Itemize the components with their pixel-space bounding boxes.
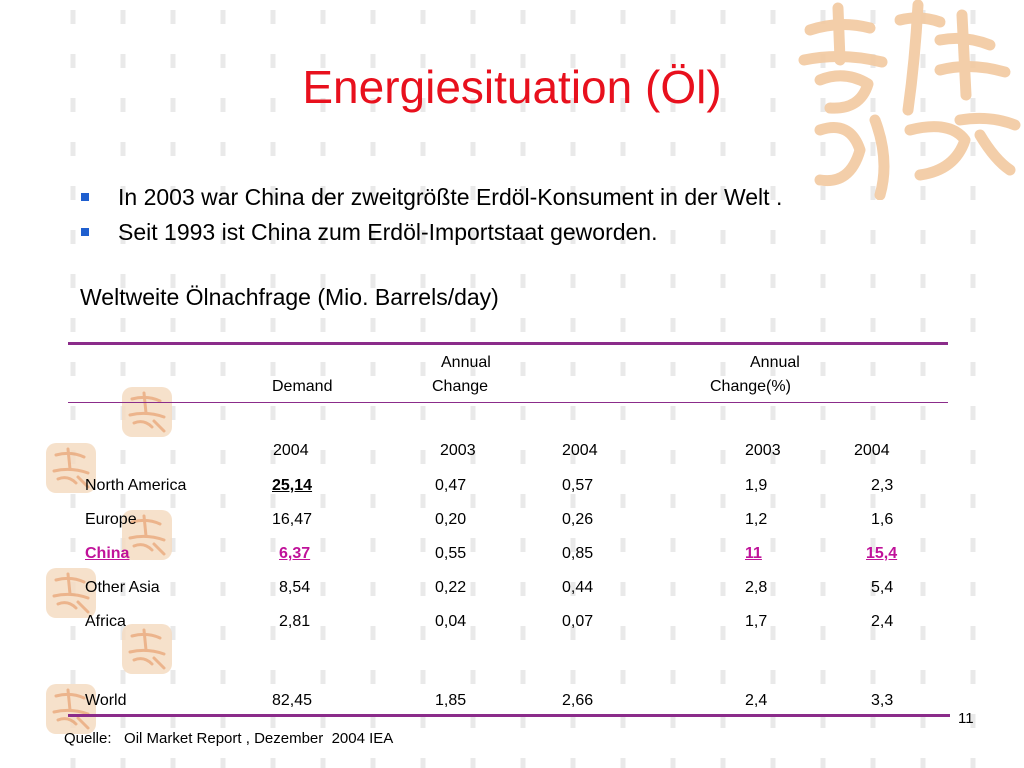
slide-title: Energiesituation (Öl) [302, 61, 722, 113]
change-2004-cell: 0,44 [562, 579, 594, 596]
year-demand: 2004 [273, 442, 309, 459]
year-pct-2003: 2003 [745, 442, 781, 459]
page-number: 11 [958, 710, 974, 727]
pct-2003-cell: 2,4 [745, 692, 768, 709]
pct-2003-cell: 1,2 [745, 511, 768, 528]
header-annual-change-pct-line1: Annual [750, 354, 800, 371]
year-change-2003: 2003 [440, 442, 476, 459]
bullet-text: In 2003 war China der zweitgrößte Erdöl-… [118, 184, 783, 210]
demand-cell: 82,45 [272, 692, 313, 709]
change-2004-cell: 0,85 [562, 545, 594, 562]
change-2003-cell: 0,47 [435, 477, 467, 494]
change-2003-cell: 0,20 [435, 511, 467, 528]
change-2003-cell: 1,85 [435, 692, 467, 709]
change-2003-cell: 0,22 [435, 579, 467, 596]
change-2004-cell: 0,26 [562, 511, 594, 528]
seal-decoration-icon [46, 443, 96, 493]
region-cell: World [85, 692, 127, 709]
pct-2003-cell: 1,7 [745, 613, 768, 630]
year-change-2004: 2004 [562, 442, 598, 459]
demand-cell: 8,54 [279, 579, 311, 596]
header-annual-change-line2: Change [432, 378, 489, 395]
square-bullet-icon [81, 193, 89, 201]
year-pct-2004: 2004 [854, 442, 890, 459]
bullet-item: In 2003 war China der zweitgrößte Erdöl-… [78, 180, 782, 215]
seal-decoration-icon [122, 624, 172, 674]
square-bullet-icon [81, 228, 89, 236]
table-header-rule [68, 402, 948, 403]
header-annual-change-line1: Annual [441, 354, 491, 371]
change-2004-cell: 2,66 [562, 692, 594, 709]
pct-2004-cell: 2,3 [871, 477, 894, 494]
pct-2004-cell: 15,4 [866, 545, 898, 562]
change-2003-cell: 0,55 [435, 545, 467, 562]
pct-2004-cell: 5,4 [871, 579, 894, 596]
bullet-text: Seit 1993 ist China zum Erdöl-Importstaa… [118, 219, 658, 245]
region-cell: Europe [85, 511, 137, 528]
bullet-list: In 2003 war China der zweitgrößte Erdöl-… [78, 180, 782, 250]
change-2004-cell: 0,57 [562, 477, 594, 494]
pct-2004-cell: 2,4 [871, 613, 894, 630]
header-annual-change-pct-line2: Change(%) [710, 378, 791, 395]
source-note: Quelle: Oil Market Report , Dezember 200… [64, 730, 394, 747]
change-2004-cell: 0,07 [562, 613, 594, 630]
pct-2003-cell: 1,9 [745, 477, 768, 494]
seal-decoration-icon [122, 510, 172, 560]
pct-2004-cell: 1,6 [871, 511, 894, 528]
seal-decoration-icon [46, 684, 96, 734]
header-demand: Demand [272, 378, 333, 395]
table-top-rule [68, 342, 948, 345]
region-cell: Africa [85, 613, 126, 630]
pct-2003-cell: 11 [745, 545, 762, 562]
demand-cell: 25,14 [272, 477, 313, 494]
pct-2003-cell: 2,8 [745, 579, 768, 596]
region-cell: China [85, 545, 130, 562]
demand-cell: 16,47 [272, 511, 313, 528]
table-caption: Weltweite Ölnachfrage (Mio. Barrels/day) [80, 284, 499, 310]
bullet-item: Seit 1993 ist China zum Erdöl-Importstaa… [78, 215, 782, 250]
demand-cell: 2,81 [279, 613, 311, 630]
region-cell: North America [85, 477, 187, 494]
pct-2004-cell: 3,3 [871, 692, 894, 709]
seal-decoration-icon [122, 387, 172, 437]
seal-decoration-icon [46, 568, 96, 618]
change-2003-cell: 0,04 [435, 613, 467, 630]
demand-cell: 6,37 [279, 545, 311, 562]
table-bottom-rule [68, 714, 950, 717]
region-cell: Other Asia [85, 579, 160, 596]
